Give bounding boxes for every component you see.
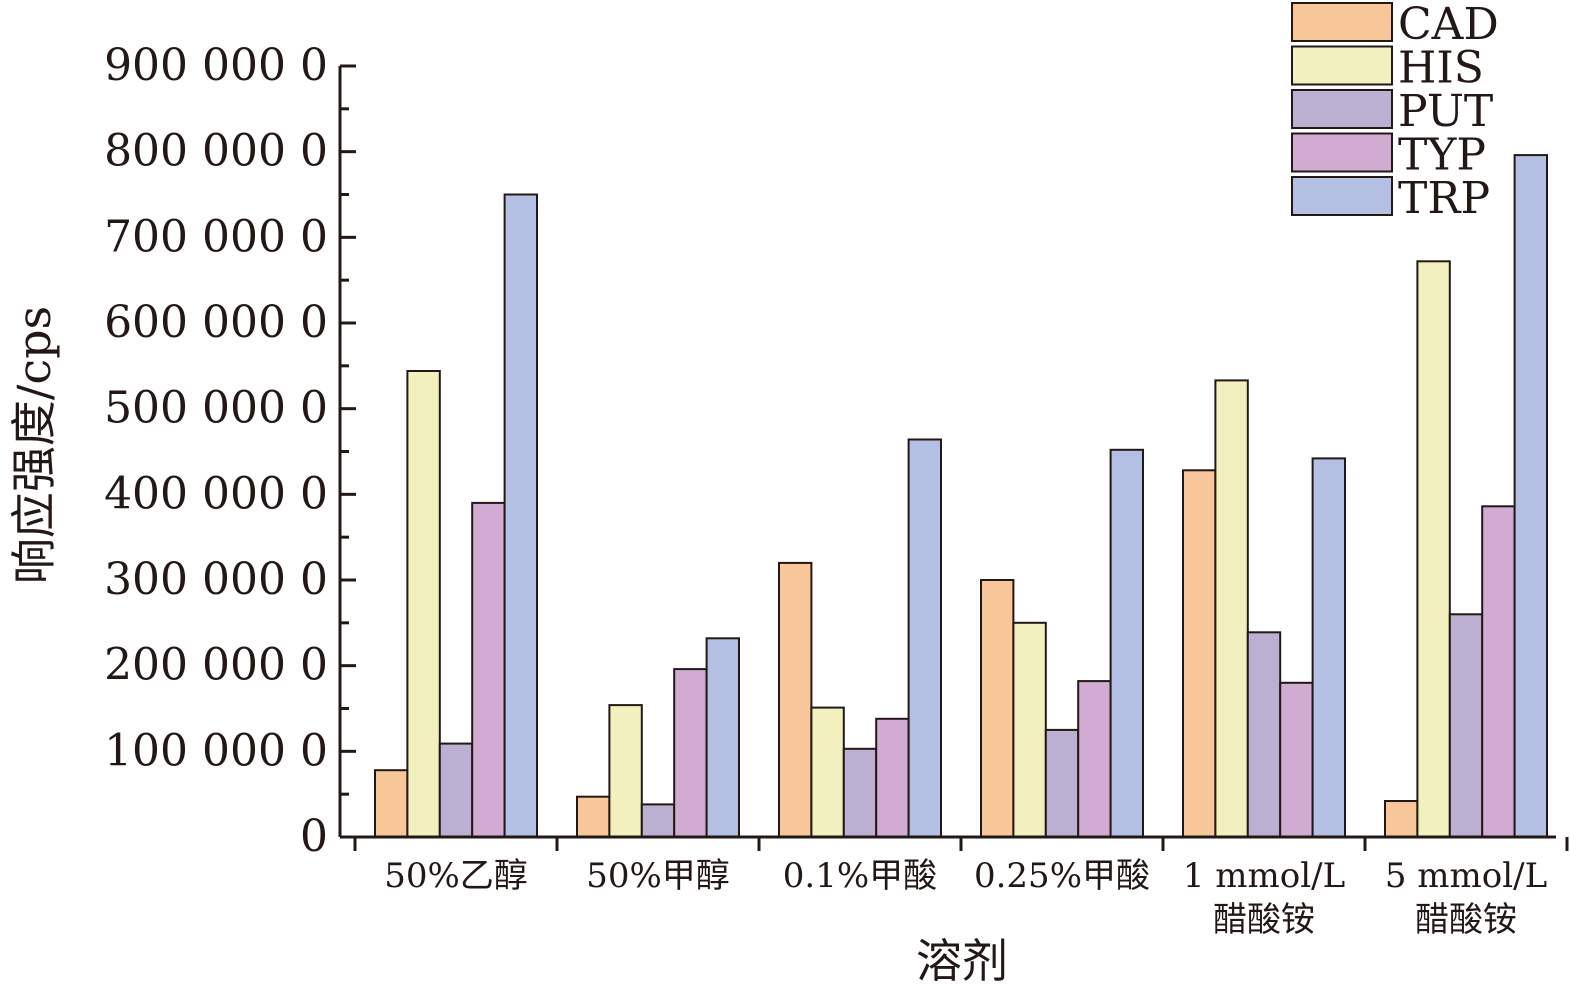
bar-typ-0 [471,501,506,838]
legend-swatch-his [1291,45,1393,86]
bar-put-5 [1448,613,1484,838]
x-tick-label: 醋酸铵 [1213,900,1315,940]
bar-put-2 [842,747,878,838]
y-tick-label: 100 000 0 [104,725,328,776]
bar-his-2 [810,706,845,838]
bar-cad-3 [980,579,1015,838]
bar-put-0 [438,742,474,838]
y-tick-label: 700 000 0 [104,211,328,262]
bars-layer [374,154,1548,839]
bar-typ-4 [1279,681,1314,838]
y-tick-label: 600 000 0 [104,297,328,348]
bar-put-3 [1044,728,1080,839]
x-axis-title: 溶剂 [916,934,1008,988]
bar-cad-1 [576,795,611,839]
bar-cad-5 [1384,800,1419,838]
bar-typ-2 [875,717,910,838]
bar-cad-4 [1182,469,1217,838]
bar-put-4 [1246,631,1282,838]
bar-trp-2 [907,438,942,838]
legend-swatch-put [1291,89,1393,129]
x-tick-label: 0.25%甲酸 [974,856,1150,896]
legend-label-typ: TYP [1398,130,1486,181]
bar-cad-2 [778,561,813,839]
bar-his-5 [1416,260,1451,838]
bar-typ-5 [1481,505,1516,838]
bar-cad-0 [374,769,409,839]
x-tick-label: 1 mmol/L [1183,856,1345,896]
y-tick-label: 300 000 0 [104,554,328,605]
bar-his-0 [406,370,441,838]
y-tick-label: 400 000 0 [104,468,328,519]
bar-trp-3 [1109,448,1144,838]
legend-swatch-typ [1291,132,1393,173]
legend-swatch-cad [1291,2,1393,42]
bar-typ-1 [673,668,708,838]
y-tick-label: 0 [300,811,328,862]
legend-label-cad: CAD [1398,0,1499,50]
x-tick-label: 5 mmol/L [1385,856,1547,896]
x-tick-label: 50%乙醇 [384,856,528,896]
bar-trp-0 [503,193,539,838]
bar-trp-1 [705,637,740,838]
bar-trp-4 [1311,457,1346,838]
x-tick-label: 0.1%甲酸 [783,856,937,896]
legend-label-his: HIS [1398,43,1484,94]
legend-swatch-trp [1291,176,1393,216]
y-tick-label: 200 000 0 [104,640,328,691]
legend-label-trp: TRP [1398,173,1490,224]
axes-layer: 0 100 000 0 200 000 0 300 000 0 400 000 0 500… [104,40,1569,940]
bar-trp-5 [1513,154,1548,839]
x-tick-label: 醋酸铵 [1415,900,1517,940]
bar-his-1 [608,704,643,838]
bar-his-4 [1214,379,1249,838]
bar-typ-3 [1077,680,1112,838]
x-tick-label: 50%甲醇 [586,856,730,896]
bar-his-3 [1012,621,1047,838]
y-axis-title: 响应强度/cps [7,306,61,584]
bar-put-1 [640,803,676,839]
y-tick-label: 800 000 0 [104,126,328,177]
y-tick-label: 500 000 0 [104,383,328,434]
legend-label-put: PUT [1398,86,1493,137]
y-tick-label: 900 000 0 [104,40,328,91]
